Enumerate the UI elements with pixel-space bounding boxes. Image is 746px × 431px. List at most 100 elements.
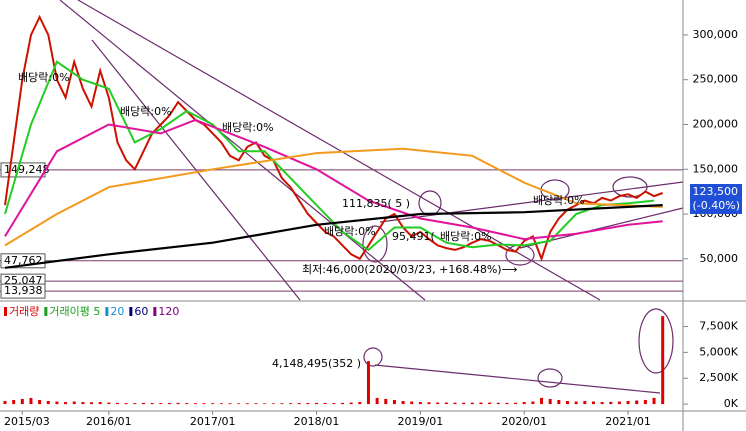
volume-bar: [64, 402, 68, 405]
volume-bar: [583, 401, 587, 405]
volume-bar: [29, 397, 33, 405]
volume-bar: [332, 403, 336, 405]
volume-bar: [444, 402, 448, 405]
volume-bar: [228, 403, 232, 405]
moving-average: [4, 204, 663, 269]
volume-bar: [643, 399, 647, 405]
volume-bar: [315, 402, 319, 405]
volume-bar: [237, 403, 241, 405]
volume-bar: [514, 402, 518, 405]
legend-swatch: [105, 307, 109, 316]
volume-bar: [366, 361, 370, 405]
y-tick-label: 0K: [724, 397, 739, 410]
annotation: 111,835( 5 ): [342, 197, 410, 210]
annotation: 배당락:0%: [222, 121, 274, 134]
volume-bar: [280, 403, 284, 405]
volume-bar: [72, 401, 76, 405]
annotation: 배당락:0%: [120, 105, 172, 118]
annotation: 배당락:0%: [440, 230, 492, 243]
trend-line: [77, 0, 601, 301]
y-tick-label: 7,500K: [699, 320, 738, 333]
volume-bar: [418, 402, 422, 405]
moving-average: [4, 147, 663, 247]
volume-bar: [297, 403, 301, 405]
volume-bar: [470, 402, 474, 405]
x-tick-label: 2015/03: [4, 415, 50, 428]
price-line: [4, 14, 664, 262]
volume-bar: [375, 397, 379, 405]
volume-bar: [626, 401, 630, 405]
volume-bar: [107, 402, 111, 405]
legend-swatch: [153, 307, 157, 316]
volume-bar: [141, 402, 145, 405]
y-tick-label: 5,000K: [699, 345, 738, 358]
plot-layer: 50,000100,000150,000200,000250,000300,00…: [0, 14, 742, 428]
last-price-box: [690, 183, 742, 214]
level-label-box: [0, 283, 46, 299]
volume-bar: [522, 402, 526, 405]
volume-bar: [263, 403, 267, 405]
volume-bar: [591, 401, 595, 405]
circle-mark: [638, 308, 674, 374]
volume-bar: [635, 400, 639, 405]
volume-bar: [341, 402, 344, 405]
x-tick-label: 2016/01: [86, 415, 132, 428]
volume-bar: [133, 403, 137, 405]
legend-label: 20: [110, 305, 124, 318]
annotation: 배당락:0%: [533, 194, 585, 207]
volume-bar: [254, 403, 258, 405]
volume-bar: [566, 401, 569, 405]
volume-bar: [453, 402, 457, 405]
volume-bar: [401, 401, 405, 405]
volume-bar: [436, 402, 440, 405]
circle-mark: [612, 176, 648, 198]
volume-bar: [462, 402, 466, 405]
annotation: 최저:46,000(2020/03/23, +168.48%)⟶: [302, 263, 518, 276]
last-price: 123,500: [693, 185, 739, 198]
volume-bar: [38, 399, 42, 405]
volume-bar: [540, 397, 544, 405]
volume-bar: [410, 401, 414, 405]
volume-bar: [116, 402, 119, 405]
y-tick-label: 300,000: [693, 28, 739, 41]
volume-bar: [358, 402, 362, 405]
legend-swatch: [4, 307, 7, 316]
annotation: 배당락:0%: [324, 225, 376, 238]
volume-bar: [661, 316, 665, 405]
volume-bar: [185, 403, 189, 405]
y-tick-label: 2,500K: [699, 371, 738, 384]
volume-bar: [617, 401, 621, 405]
x-tick-label: 2020/01: [501, 415, 547, 428]
volume-bar: [81, 402, 85, 405]
volume-bar: [12, 399, 16, 405]
volume-bar: [574, 401, 578, 405]
moving-average: [4, 60, 655, 252]
volume-bar: [427, 402, 431, 405]
circle-mark: [363, 347, 383, 367]
y-tick-label: 250,000: [693, 73, 739, 86]
volume-bar: [20, 398, 24, 405]
volume-bar: [3, 401, 7, 405]
x-tick-label: 2017/01: [190, 415, 236, 428]
x-tick-label: 2019/01: [398, 415, 444, 428]
volume-bar: [652, 397, 656, 405]
legend-label: 거래량: [9, 305, 39, 318]
volume-bar: [150, 402, 154, 405]
volume-bar: [167, 402, 171, 405]
circle-mark: [362, 225, 388, 263]
volume-bar: [349, 402, 353, 405]
y-tick-label: 200,000: [693, 117, 739, 130]
y-tick-label: 50,000: [700, 252, 739, 265]
volume-bar: [98, 402, 102, 405]
volume-bar: [557, 399, 561, 405]
annotation: 95,491(: [392, 230, 435, 243]
legend-swatch: [44, 307, 48, 316]
x-tick-label: 2021/01: [605, 415, 651, 428]
volume-bar: [55, 401, 59, 405]
volume-bar: [176, 402, 180, 405]
volume-bar: [245, 403, 249, 405]
volume-bar: [323, 402, 327, 405]
level-label: 149,248: [4, 163, 50, 176]
volume-bar: [505, 402, 509, 405]
